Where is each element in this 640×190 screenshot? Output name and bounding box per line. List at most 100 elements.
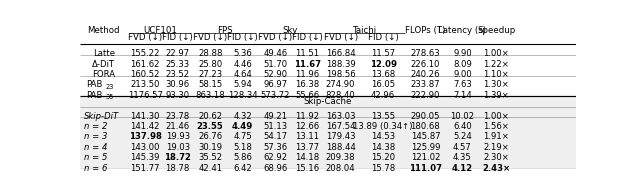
Text: 5.36: 5.36 bbox=[234, 49, 252, 58]
Text: 5.24: 5.24 bbox=[453, 132, 472, 141]
Text: 11.96: 11.96 bbox=[296, 70, 320, 79]
Text: 155.22: 155.22 bbox=[131, 49, 160, 58]
Text: 2.19×: 2.19× bbox=[483, 143, 509, 152]
Text: 51.13: 51.13 bbox=[263, 122, 287, 131]
Text: Speedup: Speedup bbox=[477, 26, 515, 35]
Text: 13.89 (0.34↑): 13.89 (0.34↑) bbox=[353, 122, 413, 131]
Text: 4.12: 4.12 bbox=[452, 164, 473, 173]
Text: 22.97: 22.97 bbox=[166, 49, 190, 58]
Text: 30.96: 30.96 bbox=[166, 80, 190, 89]
Text: Sky: Sky bbox=[282, 26, 298, 35]
Text: PAB: PAB bbox=[86, 80, 102, 89]
Text: 141.30: 141.30 bbox=[131, 112, 160, 121]
Text: 166.84: 166.84 bbox=[326, 49, 355, 58]
Text: 19.03: 19.03 bbox=[166, 143, 190, 152]
Bar bbox=[80, 96, 576, 169]
Text: 20.62: 20.62 bbox=[198, 112, 222, 121]
Text: 151.77: 151.77 bbox=[131, 164, 160, 173]
Text: 13.55: 13.55 bbox=[371, 112, 395, 121]
Text: FLOPs (T): FLOPs (T) bbox=[405, 26, 445, 35]
Text: 11.51: 11.51 bbox=[296, 49, 320, 58]
Text: 4.75: 4.75 bbox=[234, 132, 252, 141]
Text: 10.02: 10.02 bbox=[451, 112, 474, 121]
Text: 145.39: 145.39 bbox=[131, 153, 160, 162]
Text: PAB: PAB bbox=[86, 91, 102, 100]
Text: n = 2: n = 2 bbox=[84, 122, 107, 131]
Text: 13.77: 13.77 bbox=[296, 143, 320, 152]
Text: n = 6: n = 6 bbox=[84, 164, 107, 173]
Text: 209.38: 209.38 bbox=[326, 153, 355, 162]
Text: 4.57: 4.57 bbox=[453, 143, 472, 152]
Text: 54.17: 54.17 bbox=[263, 132, 287, 141]
Text: 233.87: 233.87 bbox=[411, 80, 440, 89]
Text: 51.70: 51.70 bbox=[263, 60, 287, 69]
Text: 18.72: 18.72 bbox=[164, 153, 191, 162]
Text: 23: 23 bbox=[106, 84, 114, 90]
Text: 68.96: 68.96 bbox=[263, 164, 287, 173]
Text: 6.40: 6.40 bbox=[453, 122, 472, 131]
Text: Latency (s): Latency (s) bbox=[438, 26, 486, 35]
Text: FID (↓): FID (↓) bbox=[292, 33, 323, 42]
Text: 9.90: 9.90 bbox=[453, 49, 472, 58]
Text: FVD (↓): FVD (↓) bbox=[193, 33, 227, 42]
Text: 163.03: 163.03 bbox=[326, 112, 355, 121]
Text: FVD (↓): FVD (↓) bbox=[258, 33, 292, 42]
Text: FID (↓): FID (↓) bbox=[163, 33, 193, 42]
Text: 863.18: 863.18 bbox=[195, 91, 225, 100]
Text: 49.46: 49.46 bbox=[263, 49, 287, 58]
Text: 4.35: 4.35 bbox=[453, 153, 472, 162]
Text: n = 4: n = 4 bbox=[84, 143, 107, 152]
Text: 26.76: 26.76 bbox=[198, 132, 222, 141]
Text: Skip-DiT: Skip-DiT bbox=[84, 112, 119, 121]
Text: 1176.57: 1176.57 bbox=[128, 91, 163, 100]
Text: 35: 35 bbox=[106, 94, 114, 100]
Text: 23.52: 23.52 bbox=[166, 70, 190, 79]
Text: 15.78: 15.78 bbox=[371, 164, 395, 173]
Text: 179.43: 179.43 bbox=[326, 132, 355, 141]
Text: 213.50: 213.50 bbox=[131, 80, 160, 89]
Text: 5.86: 5.86 bbox=[233, 153, 252, 162]
Text: 62.92: 62.92 bbox=[263, 153, 287, 162]
Text: 143.00: 143.00 bbox=[131, 143, 160, 152]
Text: 145.87: 145.87 bbox=[411, 132, 440, 141]
Text: 93.30: 93.30 bbox=[166, 91, 190, 100]
Text: FID (↓): FID (↓) bbox=[368, 33, 399, 42]
Text: 180.68: 180.68 bbox=[411, 122, 440, 131]
Text: Taichi: Taichi bbox=[353, 26, 377, 35]
Text: 160.52: 160.52 bbox=[131, 70, 160, 79]
Text: 13.68: 13.68 bbox=[371, 70, 395, 79]
Text: 25.80: 25.80 bbox=[198, 60, 222, 69]
Text: 21.46: 21.46 bbox=[166, 122, 190, 131]
Text: 14.38: 14.38 bbox=[371, 143, 395, 152]
Text: 19.93: 19.93 bbox=[166, 132, 190, 141]
Text: 14.53: 14.53 bbox=[371, 132, 395, 141]
Text: Latte: Latte bbox=[93, 49, 115, 58]
Text: 1.56×: 1.56× bbox=[483, 122, 509, 131]
Text: 27.23: 27.23 bbox=[198, 70, 222, 79]
Text: 125.99: 125.99 bbox=[411, 143, 440, 152]
Text: 128.34: 128.34 bbox=[228, 91, 257, 100]
Text: 141.42: 141.42 bbox=[131, 122, 160, 131]
Text: 5.18: 5.18 bbox=[233, 143, 252, 152]
Text: 1.10×: 1.10× bbox=[483, 70, 509, 79]
Text: 274.90: 274.90 bbox=[326, 80, 355, 89]
Text: 4.64: 4.64 bbox=[234, 70, 252, 79]
Text: n = 5: n = 5 bbox=[84, 153, 107, 162]
Text: Skip-Cache: Skip-Cache bbox=[304, 97, 352, 106]
Text: 23.55: 23.55 bbox=[197, 122, 223, 131]
Text: 16.05: 16.05 bbox=[371, 80, 395, 89]
Text: 5.94: 5.94 bbox=[234, 80, 252, 89]
Text: FVD (↓): FVD (↓) bbox=[128, 33, 163, 42]
Text: FPS: FPS bbox=[217, 26, 233, 35]
Text: 11.57: 11.57 bbox=[371, 49, 395, 58]
Text: 278.63: 278.63 bbox=[411, 49, 440, 58]
Text: 14.18: 14.18 bbox=[296, 153, 320, 162]
Text: 1.00×: 1.00× bbox=[483, 112, 509, 121]
Text: 828.40: 828.40 bbox=[326, 91, 356, 100]
Text: 58.15: 58.15 bbox=[198, 80, 222, 89]
Text: 12.66: 12.66 bbox=[296, 122, 320, 131]
Text: 16.38: 16.38 bbox=[296, 80, 320, 89]
Text: 188.39: 188.39 bbox=[326, 60, 356, 69]
Text: 8.09: 8.09 bbox=[453, 60, 472, 69]
Text: 13.11: 13.11 bbox=[296, 132, 320, 141]
